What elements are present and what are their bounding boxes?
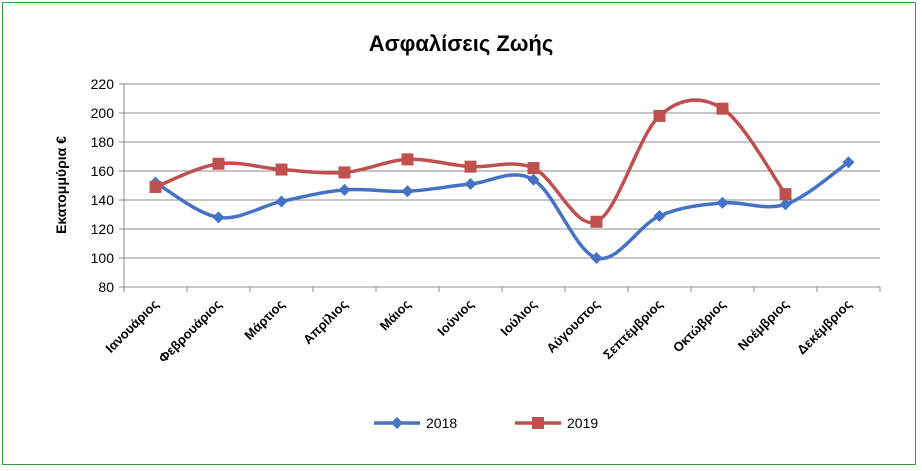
x-tick-label: Ιούνιος	[434, 296, 476, 338]
data-point-2019-8	[590, 215, 603, 228]
legend: 2018 2019	[374, 415, 598, 431]
data-point-2018-5	[401, 185, 414, 198]
x-tick-label: Οκτώβριος	[670, 296, 729, 355]
y-tick-label: 140	[91, 192, 115, 208]
data-point-2019-5	[401, 153, 414, 166]
series-2018	[149, 156, 855, 264]
data-point-2019-10	[716, 102, 729, 115]
data-point-2018-12	[842, 156, 855, 169]
x-tick-label: Αύγουστος	[543, 296, 602, 355]
data-point-2018-10	[716, 196, 729, 209]
series-line-2019	[154, 98, 787, 225]
y-tick-label: 100	[91, 250, 115, 266]
y-tick-label: 120	[91, 221, 115, 237]
data-point-2019-3	[275, 163, 288, 176]
gridlines	[124, 83, 880, 288]
y-tick-label: 200	[91, 105, 115, 121]
data-point-2018-9	[653, 209, 666, 222]
data-point-2018-8	[590, 252, 603, 264]
data-point-2019-2	[212, 157, 225, 170]
y-axis-label: Εκατομμύρια €	[53, 136, 69, 234]
data-point-2019-9	[653, 109, 666, 122]
legend-label-2019: 2019	[567, 415, 598, 431]
data-point-2019-4	[338, 166, 351, 179]
data-point-2018-2	[212, 211, 225, 224]
legend-marker-2018	[391, 417, 403, 429]
y-tick-label: 80	[98, 279, 114, 295]
chart-frame	[2, 2, 916, 465]
data-point-2018-7	[527, 173, 540, 186]
x-tick-label: Μάιος	[377, 296, 414, 333]
series-2019	[149, 98, 792, 228]
x-tick-label: Ιανουάριος	[102, 296, 161, 355]
x-tick-label: Δεκέμβριος	[794, 296, 855, 357]
x-tick-label: Νοέμβριος	[735, 296, 792, 353]
data-point-2019-1	[149, 180, 162, 193]
x-tick-label: Απρίλιος	[300, 296, 351, 347]
y-tick-label: 220	[91, 76, 115, 92]
data-point-2018-3	[275, 195, 288, 208]
y-tick-labels: 80 100 120 140 160 180 200 220	[91, 76, 115, 295]
series-group	[149, 98, 855, 264]
data-point-2019-7	[527, 162, 540, 175]
legend-marker-2019	[532, 417, 544, 429]
series-line-2018	[154, 160, 850, 261]
data-point-2018-11	[779, 198, 792, 211]
x-tick-label: Μάρτιος	[241, 296, 288, 343]
x-tick-label: Σεπτέμβριος	[600, 296, 666, 362]
data-point-2019-11	[779, 188, 792, 201]
data-point-2018-6	[464, 178, 477, 191]
axes	[119, 83, 881, 292]
data-point-2019-6	[464, 160, 477, 173]
y-tick-label: 180	[91, 134, 115, 150]
legend-item-2019: 2019	[515, 415, 598, 431]
chart-title: Ασφαλίσεις Ζωής	[369, 31, 554, 56]
y-tick-label: 160	[91, 163, 115, 179]
legend-item-2018: 2018	[374, 415, 457, 431]
x-tick-label: Ιούλιος	[497, 296, 539, 338]
legend-label-2018: 2018	[426, 415, 457, 431]
data-point-2018-4	[338, 183, 351, 196]
x-tick-label: Φεβρουάριος	[156, 296, 225, 365]
